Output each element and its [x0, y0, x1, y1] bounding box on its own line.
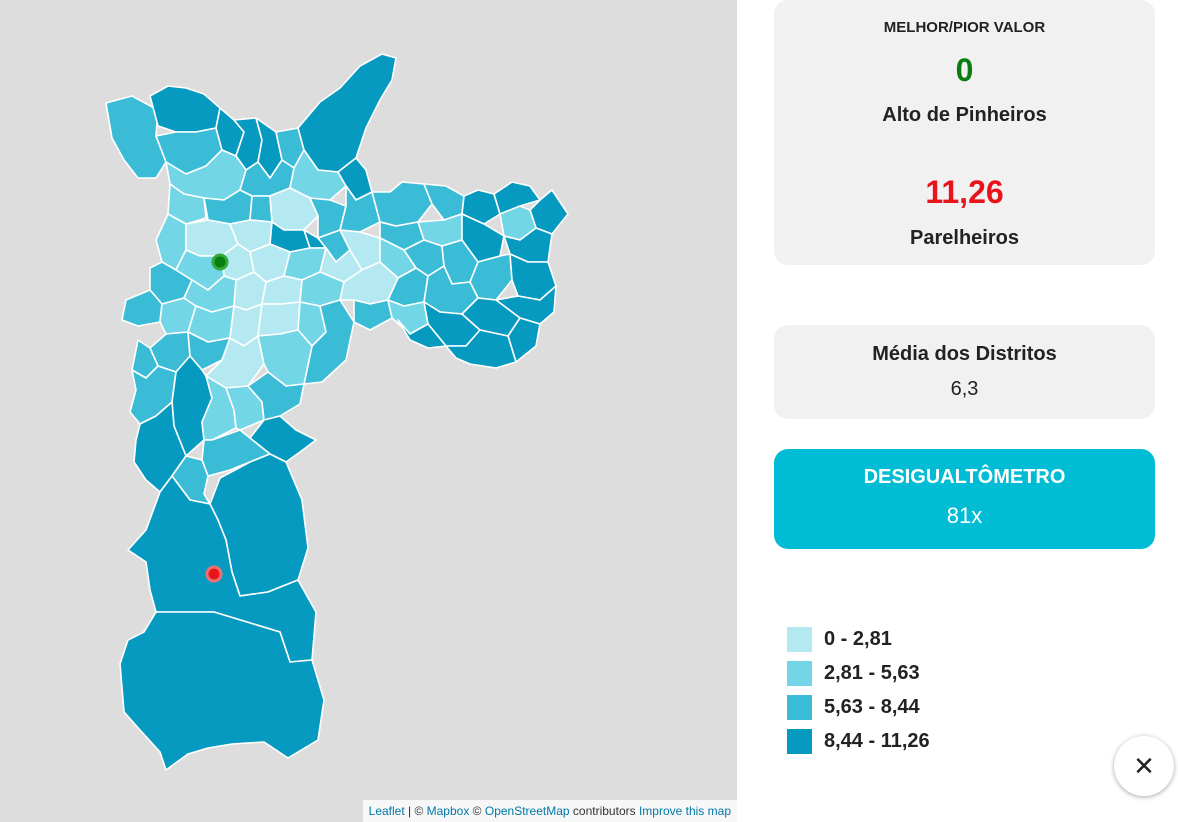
legend-label: 5,63 - 8,44 — [824, 696, 920, 718]
average-title: Média dos Distritos — [872, 343, 1057, 365]
attribution-copyright: © — [469, 804, 485, 818]
best-marker[interactable] — [211, 253, 229, 271]
worst-value: 11,26 — [925, 174, 1004, 210]
district[interactable] — [119, 611, 325, 771]
worst-marker[interactable] — [205, 565, 223, 583]
best-district-name: Alto de Pinheiros — [882, 104, 1047, 126]
mapbox-link[interactable]: Mapbox — [426, 804, 470, 818]
leaflet-link[interactable]: Leaflet — [368, 804, 405, 818]
map-attribution: Leaflet | © Mapbox © OpenStreetMap contr… — [362, 800, 737, 822]
legend-label: 0 - 2,81 — [824, 628, 892, 650]
legend-swatch — [787, 695, 812, 720]
map-container[interactable]: Leaflet | © Mapbox © OpenStreetMap contr… — [0, 0, 737, 822]
legend-swatch — [787, 729, 812, 754]
best-worst-card: MELHOR/PIOR VALOR 0 Alto de Pinheiros 11… — [774, 0, 1155, 265]
legend-swatch — [787, 627, 812, 652]
desigualtometro-title: DESIGUALTÔMETRO — [863, 466, 1066, 488]
best-worst-title: MELHOR/PIOR VALOR — [883, 19, 1046, 36]
average-card: Média dos Distritos 6,3 — [774, 325, 1155, 419]
desigualtometro-value: 81x — [946, 503, 983, 528]
district[interactable] — [149, 85, 221, 133]
legend-label: 2,81 - 5,63 — [824, 662, 920, 684]
close-button[interactable]: ✕ — [1114, 736, 1174, 796]
district[interactable] — [371, 181, 433, 227]
legend-label: 8,44 - 11,26 — [824, 730, 930, 752]
sao-paulo-districts-map[interactable] — [0, 0, 737, 822]
openstreetmap-link[interactable]: OpenStreetMap — [484, 804, 570, 818]
legend-swatch — [787, 661, 812, 686]
district[interactable] — [303, 299, 355, 385]
worst-district-name: Parelheiros — [910, 227, 1019, 249]
district[interactable] — [353, 299, 393, 331]
desigualtometro-card: DESIGUALTÔMETRO 81x — [774, 449, 1155, 549]
attribution-contributors: contributors — [569, 804, 639, 818]
close-icon: ✕ — [1133, 751, 1155, 781]
district[interactable] — [247, 371, 305, 421]
average-value: 6,3 — [950, 378, 979, 400]
attribution-separator: | © — [404, 804, 427, 818]
district[interactable] — [339, 185, 381, 233]
district[interactable] — [249, 195, 273, 223]
best-value: 0 — [955, 52, 974, 88]
district[interactable] — [507, 317, 541, 363]
district[interactable] — [297, 53, 397, 173]
district[interactable] — [445, 329, 517, 369]
improve-map-link[interactable]: Improve this map — [638, 804, 731, 818]
district[interactable] — [105, 95, 167, 179]
